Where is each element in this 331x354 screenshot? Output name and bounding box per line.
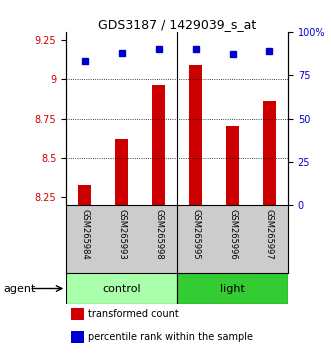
Text: control: control	[102, 284, 141, 293]
Text: percentile rank within the sample: percentile rank within the sample	[88, 332, 253, 342]
Bar	[66, 273, 177, 304]
Bar	[189, 65, 202, 205]
Bar	[177, 273, 288, 304]
Text: GSM265996: GSM265996	[228, 209, 237, 259]
Bar	[71, 308, 84, 320]
Bar	[152, 85, 165, 205]
Text: GSM265984: GSM265984	[80, 209, 89, 259]
Bar	[263, 101, 276, 205]
Text: GSM265997: GSM265997	[265, 209, 274, 259]
Bar	[115, 139, 128, 205]
Bar	[78, 185, 91, 205]
Text: GSM265993: GSM265993	[117, 209, 126, 259]
Text: GSM265995: GSM265995	[191, 209, 200, 259]
Text: agent: agent	[3, 284, 36, 293]
Text: transformed count: transformed count	[88, 309, 179, 319]
Text: GSM265998: GSM265998	[154, 209, 163, 259]
Bar	[71, 331, 84, 343]
Title: GDS3187 / 1429039_s_at: GDS3187 / 1429039_s_at	[98, 18, 256, 31]
Bar	[226, 126, 239, 205]
Text: light: light	[220, 284, 245, 293]
